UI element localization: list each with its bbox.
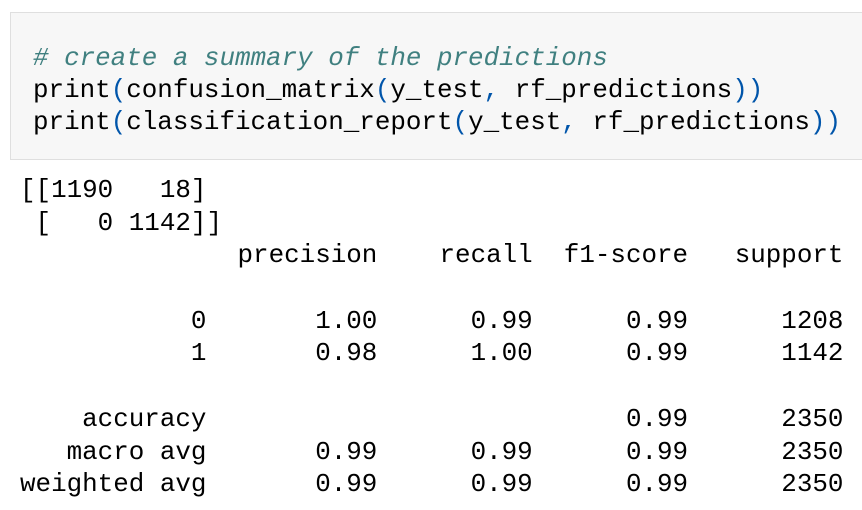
code-token: rf_predictions xyxy=(576,107,810,137)
code-token: ( xyxy=(110,75,127,105)
code-cell[interactable]: # create a summary of the predictions pri… xyxy=(10,12,862,160)
code-token: ( xyxy=(110,107,127,137)
code-line: print(confusion_matrix(y_test, rf_predic… xyxy=(33,74,841,106)
output-line: precision recall f1-score support xyxy=(20,240,844,271)
code-token: )) xyxy=(732,75,764,105)
output-line: [ 0 1142]] xyxy=(20,207,222,238)
output-line: [[1190 18] xyxy=(20,175,207,205)
code-line: print(classification_report(y_test, rf_p… xyxy=(33,106,841,138)
code-token: y_test xyxy=(390,75,484,105)
code-token: classification_report xyxy=(126,107,453,137)
cell-output: [[1190 18] [ 0 1142]] precision recall f… xyxy=(20,174,843,501)
code-token: rf_predictions xyxy=(499,75,733,105)
code-token: ( xyxy=(374,75,391,105)
output-line: 0 1.00 0.99 0.99 1208 xyxy=(20,305,844,336)
code-token: print xyxy=(33,107,111,137)
code-editor[interactable]: # create a summary of the predictions pri… xyxy=(33,42,841,138)
output-line: weighted avg 0.99 0.99 0.99 2350 xyxy=(20,469,844,500)
code-token: # create a summary of the predictions xyxy=(33,43,608,73)
output-line: macro avg 0.99 0.99 0.99 2350 xyxy=(20,436,844,467)
output-line: accuracy 0.99 2350 xyxy=(20,403,844,434)
code-token: , xyxy=(561,107,577,137)
code-token: , xyxy=(483,75,500,105)
code-token: y_test xyxy=(468,107,562,137)
code-line: # create a summary of the predictions xyxy=(33,42,841,74)
code-token: )) xyxy=(809,107,841,137)
output-line: 1 0.98 1.00 0.99 1142 xyxy=(20,338,844,369)
code-token: print xyxy=(33,75,111,105)
code-token: confusion_matrix xyxy=(126,75,375,105)
code-token: ( xyxy=(452,107,469,137)
